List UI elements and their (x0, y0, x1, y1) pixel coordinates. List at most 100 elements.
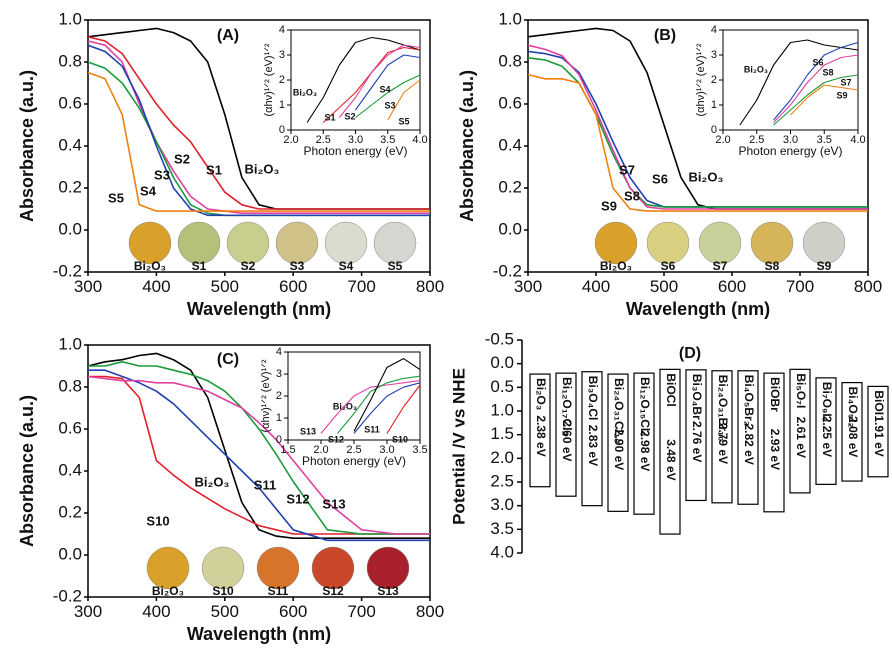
sample-label: S9 (817, 259, 832, 273)
x-axis-label: Wavelength (nm) (187, 299, 331, 319)
compound-label: Bi₂₄O₃₁Cl₁₀ (612, 378, 626, 443)
x-tick-label: 800 (416, 602, 444, 621)
series-line (527, 57, 868, 208)
series-label: S11 (364, 424, 380, 434)
sample-photo (275, 221, 319, 265)
band-bar (815, 377, 837, 485)
series-label: S6 (652, 171, 668, 186)
gap-label: 2.60 eV (560, 420, 574, 461)
sample-photo (177, 221, 221, 265)
y-tick-label: 0 (711, 124, 717, 136)
inset-y-label: (αhν)¹ᐟ² (eV)¹ᐟ² (695, 43, 707, 116)
y-tick-label: 2.0 (490, 448, 514, 467)
y-tick-label: 3 (279, 49, 285, 61)
inset-y-label: (αhν)¹ᐟ² (eV)¹ᐟ² (260, 359, 272, 432)
series-line (355, 54, 421, 111)
y-tick-label: 0 (279, 124, 285, 136)
series-line (527, 73, 868, 212)
x-tick-label: 4.0 (850, 134, 865, 146)
series-label: Bi₂O₃ (245, 161, 280, 176)
series-line (87, 352, 430, 539)
series-line (790, 84, 859, 116)
gap-label: 2.08 eV (846, 416, 860, 457)
series-line (320, 380, 421, 434)
y-tick-label: 1.0 (58, 9, 82, 28)
band-bar (737, 370, 759, 505)
y-tick-label: 0.5 (490, 377, 514, 396)
series-label: S9 (836, 90, 847, 100)
series-label: Bi₂O₃ (333, 401, 357, 411)
inset-x-label: Photon energy (eV) (303, 144, 407, 158)
y-tick-label: 0.2 (58, 502, 82, 521)
x-tick-label: 700 (347, 602, 375, 621)
y-tick-label: 0.8 (58, 51, 82, 70)
series-label: S12 (286, 491, 309, 506)
series-label: Bi₂O₃ (293, 87, 317, 97)
band-bar (555, 372, 577, 497)
series-line (527, 44, 868, 210)
series-line (306, 36, 421, 123)
series-line (773, 54, 859, 123)
panel-label: (B) (654, 27, 676, 44)
series-label: S9 (601, 198, 617, 213)
x-tick-label: 1.5 (280, 444, 295, 456)
gap-label: 2.79 eV (716, 423, 730, 464)
series-label: S10 (146, 513, 169, 528)
inset-x-label: Photon energy (eV) (738, 144, 842, 158)
gap-label: 3.48 eV (664, 439, 678, 480)
band-bar (659, 368, 681, 535)
sample-photo (802, 221, 846, 265)
x-tick-label: 3.5 (380, 134, 395, 146)
series-line (87, 375, 430, 535)
series-label: S13 (322, 496, 345, 511)
band-bar (633, 372, 655, 515)
x-tick-label: 300 (74, 277, 102, 296)
gap-label: 2.25 eV (820, 416, 834, 457)
band-bar (841, 382, 863, 482)
compound-label: Bi₁₂O₁₇Cl₂ (560, 377, 574, 436)
series-label: S2 (344, 111, 355, 121)
series-label: S3 (154, 167, 170, 182)
y-tick-label: 4 (279, 24, 285, 36)
gap-label: 1.91 eV (872, 415, 886, 456)
x-tick-label: 600 (718, 277, 746, 296)
series-line (386, 384, 421, 434)
x-tick-label: 2.5 (316, 134, 331, 146)
series-line (88, 375, 430, 535)
y-tick-label: 1 (279, 99, 285, 111)
y-tick-label: 3.0 (490, 495, 514, 514)
compound-label: Bi₄O₅I₂ (846, 387, 860, 428)
x-axis-label: Wavelength (nm) (187, 624, 331, 644)
series-label: S6 (812, 57, 823, 67)
band-bar (607, 373, 629, 512)
y-tick-label: 0.0 (58, 544, 82, 563)
sample-photo (646, 221, 690, 265)
series-label: Bi₂O₃ (689, 169, 724, 184)
x-tick-label: 3.5 (817, 134, 832, 146)
x-tick-label: 2.5 (749, 134, 764, 146)
sample-photo (146, 546, 190, 590)
y-tick-label: 3 (276, 368, 282, 380)
y-axis-label: Potential /V vs NHE (449, 368, 468, 525)
compound-label: Bi₇O₉I₃ (820, 382, 834, 422)
band-bar (529, 373, 551, 488)
y-tick-label: 0.0 (498, 219, 522, 238)
x-tick-label: 3.0 (379, 444, 394, 456)
y-tick-label: 0.2 (58, 177, 82, 196)
y-tick-label: 1.5 (490, 424, 514, 443)
sample-photo (311, 546, 355, 590)
sample-label: S13 (377, 584, 399, 598)
series-label: S10 (392, 434, 408, 444)
series-label: S4 (379, 84, 390, 94)
x-tick-label: 800 (416, 277, 444, 296)
series-label: Bi₂O₃ (744, 64, 768, 74)
series-line (87, 71, 430, 212)
series-label: S1 (206, 162, 222, 177)
y-tick-label: 1.0 (498, 9, 522, 28)
band-bar (581, 371, 603, 507)
y-tick-label: 3 (711, 49, 717, 61)
series-label: S2 (174, 151, 190, 166)
band-bar (763, 372, 785, 513)
x-tick-label: 600 (279, 602, 307, 621)
